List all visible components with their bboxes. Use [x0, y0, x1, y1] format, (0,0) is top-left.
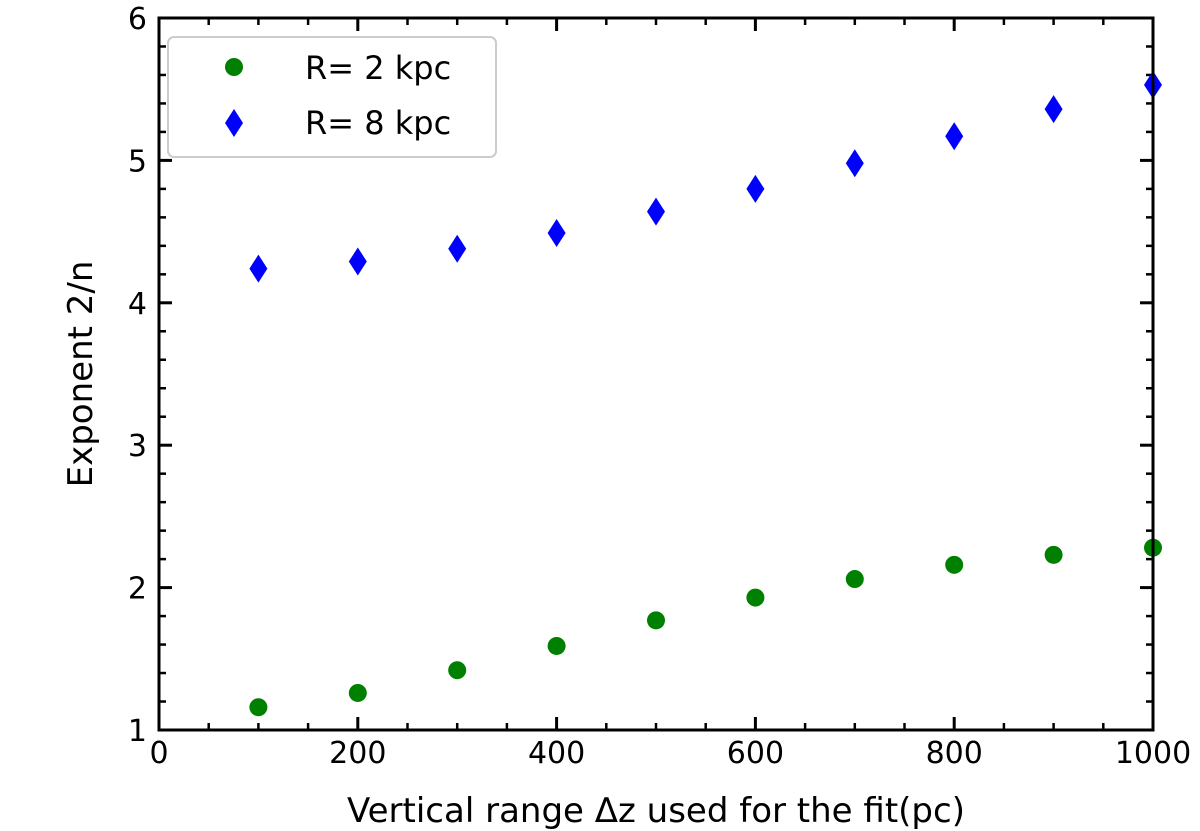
data-points — [249, 70, 1162, 717]
data-point-r8-kpc — [845, 149, 864, 178]
legend-label-r8: R= 8 kpc — [305, 104, 451, 142]
data-point-r8-kpc — [647, 197, 665, 226]
data-point-r8-kpc — [746, 174, 765, 203]
data-point-r2-kpc — [348, 683, 367, 702]
x-tick-label: 200 — [329, 736, 386, 771]
data-point-r2-kpc — [746, 588, 765, 607]
y-tick-label: 4 — [128, 287, 147, 322]
y-tick-label: 3 — [128, 429, 147, 464]
y-tick-label: 6 — [128, 2, 147, 37]
legend-marker-r2 — [225, 58, 243, 76]
data-point-r2-kpc — [845, 570, 864, 589]
legend-box — [167, 36, 497, 158]
legend-label-r2: R= 2 kpc — [305, 49, 451, 87]
data-point-r8-kpc — [348, 247, 367, 276]
legend: R= 2 kpc R= 8 kpc — [167, 36, 497, 158]
data-point-r8-kpc — [448, 234, 467, 263]
x-tick-label: 600 — [727, 736, 784, 771]
x-tick-label: 400 — [528, 736, 585, 771]
data-point-r2-kpc — [945, 555, 964, 574]
y-tick-label: 5 — [128, 144, 147, 179]
legend-marker-r8 — [225, 109, 243, 137]
y-tick-label: 1 — [128, 714, 147, 749]
data-point-r8-kpc — [547, 219, 566, 248]
x-axis-label: Vertical range Δz used for the fit(pc) — [347, 791, 965, 831]
y-tick-label: 2 — [128, 572, 147, 607]
data-point-r8-kpc — [249, 254, 268, 283]
plot-frame — [157, 16, 1155, 732]
data-point-r8-kpc — [945, 122, 964, 151]
data-point-r2-kpc — [1044, 545, 1063, 564]
y-axis-label: Exponent 2/n — [61, 261, 101, 488]
data-point-r2-kpc — [448, 661, 467, 680]
data-point-r2-kpc — [547, 636, 566, 655]
data-point-r2-kpc — [647, 611, 665, 630]
x-tick-label: 800 — [926, 736, 983, 771]
x-tick-label: 0 — [149, 736, 168, 771]
data-point-r8-kpc — [1044, 95, 1063, 124]
x-tick-label: 1000 — [1115, 736, 1191, 771]
data-point-r2-kpc — [249, 698, 268, 717]
tick-labels: 0 200 400 600 800 1000 1 2 3 4 5 6 — [128, 2, 1191, 771]
